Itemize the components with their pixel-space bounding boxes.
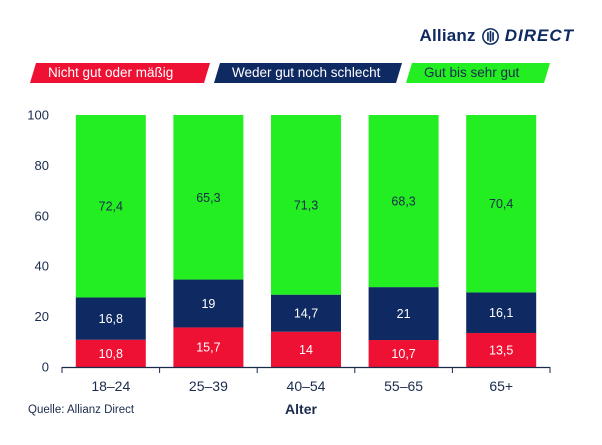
- data-label: 16,8: [99, 312, 123, 326]
- data-label: 14: [299, 343, 313, 357]
- chart-legend: Nicht gut oder mäßig Weder gut noch schl…: [30, 63, 550, 83]
- legend-label: Weder gut noch schlecht: [232, 65, 381, 80]
- bar-segment: [173, 327, 244, 367]
- legend-item-weder-gut: Weder gut noch schlecht: [214, 63, 402, 83]
- y-tick-label: 40: [35, 259, 49, 274]
- data-label: 10,7: [391, 347, 415, 361]
- x-tick-label: 65+: [489, 378, 513, 394]
- data-label: 16,1: [489, 306, 513, 320]
- y-tick-label: 60: [35, 208, 49, 223]
- bar-segment: [368, 287, 439, 341]
- bar-segment: [173, 115, 244, 280]
- data-label: 21: [397, 307, 411, 321]
- data-label: 68,3: [391, 195, 415, 209]
- y-tick-label: 100: [27, 108, 49, 123]
- bar-segment: [466, 332, 537, 367]
- bar-segment: [466, 292, 537, 333]
- data-label: 71,3: [294, 198, 318, 212]
- bar-segment: [271, 294, 341, 332]
- bar-segment: [75, 339, 146, 367]
- brand-suffix: DIRECT: [504, 26, 574, 45]
- data-label: 19: [201, 297, 215, 311]
- brand-logo: Allianz DIRECT: [420, 26, 574, 46]
- bar-segment: [368, 340, 439, 367]
- x-tick-label: 18–24: [91, 378, 130, 394]
- x-tick-label: 25–39: [189, 378, 228, 394]
- bar-segment: [271, 115, 341, 295]
- data-label: 72,4: [99, 200, 123, 214]
- bar-segment: [75, 115, 146, 298]
- data-label: 65,3: [196, 191, 220, 205]
- source-note: Quelle: Allianz Direct: [28, 404, 135, 416]
- bar-segment: [173, 279, 244, 328]
- allianz-eagle-icon: [481, 27, 499, 45]
- bar-segment: [75, 297, 146, 340]
- data-label: 13,5: [489, 343, 513, 357]
- legend-label: Gut bis sehr gut: [424, 65, 520, 80]
- x-tick-label: 55–65: [384, 378, 423, 394]
- bar-segment: [368, 115, 439, 288]
- bar-segment: [271, 331, 341, 367]
- x-axis-title: Alter: [285, 401, 317, 417]
- y-tick-label: 0: [42, 360, 49, 375]
- legend-item-gut-bis-sehr-gut: Gut bis sehr gut: [406, 63, 550, 83]
- bar-segment: [466, 115, 537, 293]
- x-tick-label: 40–54: [287, 378, 326, 394]
- data-label: 10,8: [99, 347, 123, 361]
- legend-label: Nicht gut oder mäßig: [48, 65, 174, 80]
- data-label: 70,4: [489, 197, 513, 211]
- legend-item-nicht-gut: Nicht gut oder mäßig: [30, 63, 210, 83]
- y-tick-label: 20: [35, 309, 49, 324]
- brand-name: Allianz: [419, 26, 476, 45]
- y-tick-label: 80: [35, 158, 49, 173]
- data-label: 14,7: [294, 307, 318, 321]
- data-label: 15,7: [196, 341, 220, 355]
